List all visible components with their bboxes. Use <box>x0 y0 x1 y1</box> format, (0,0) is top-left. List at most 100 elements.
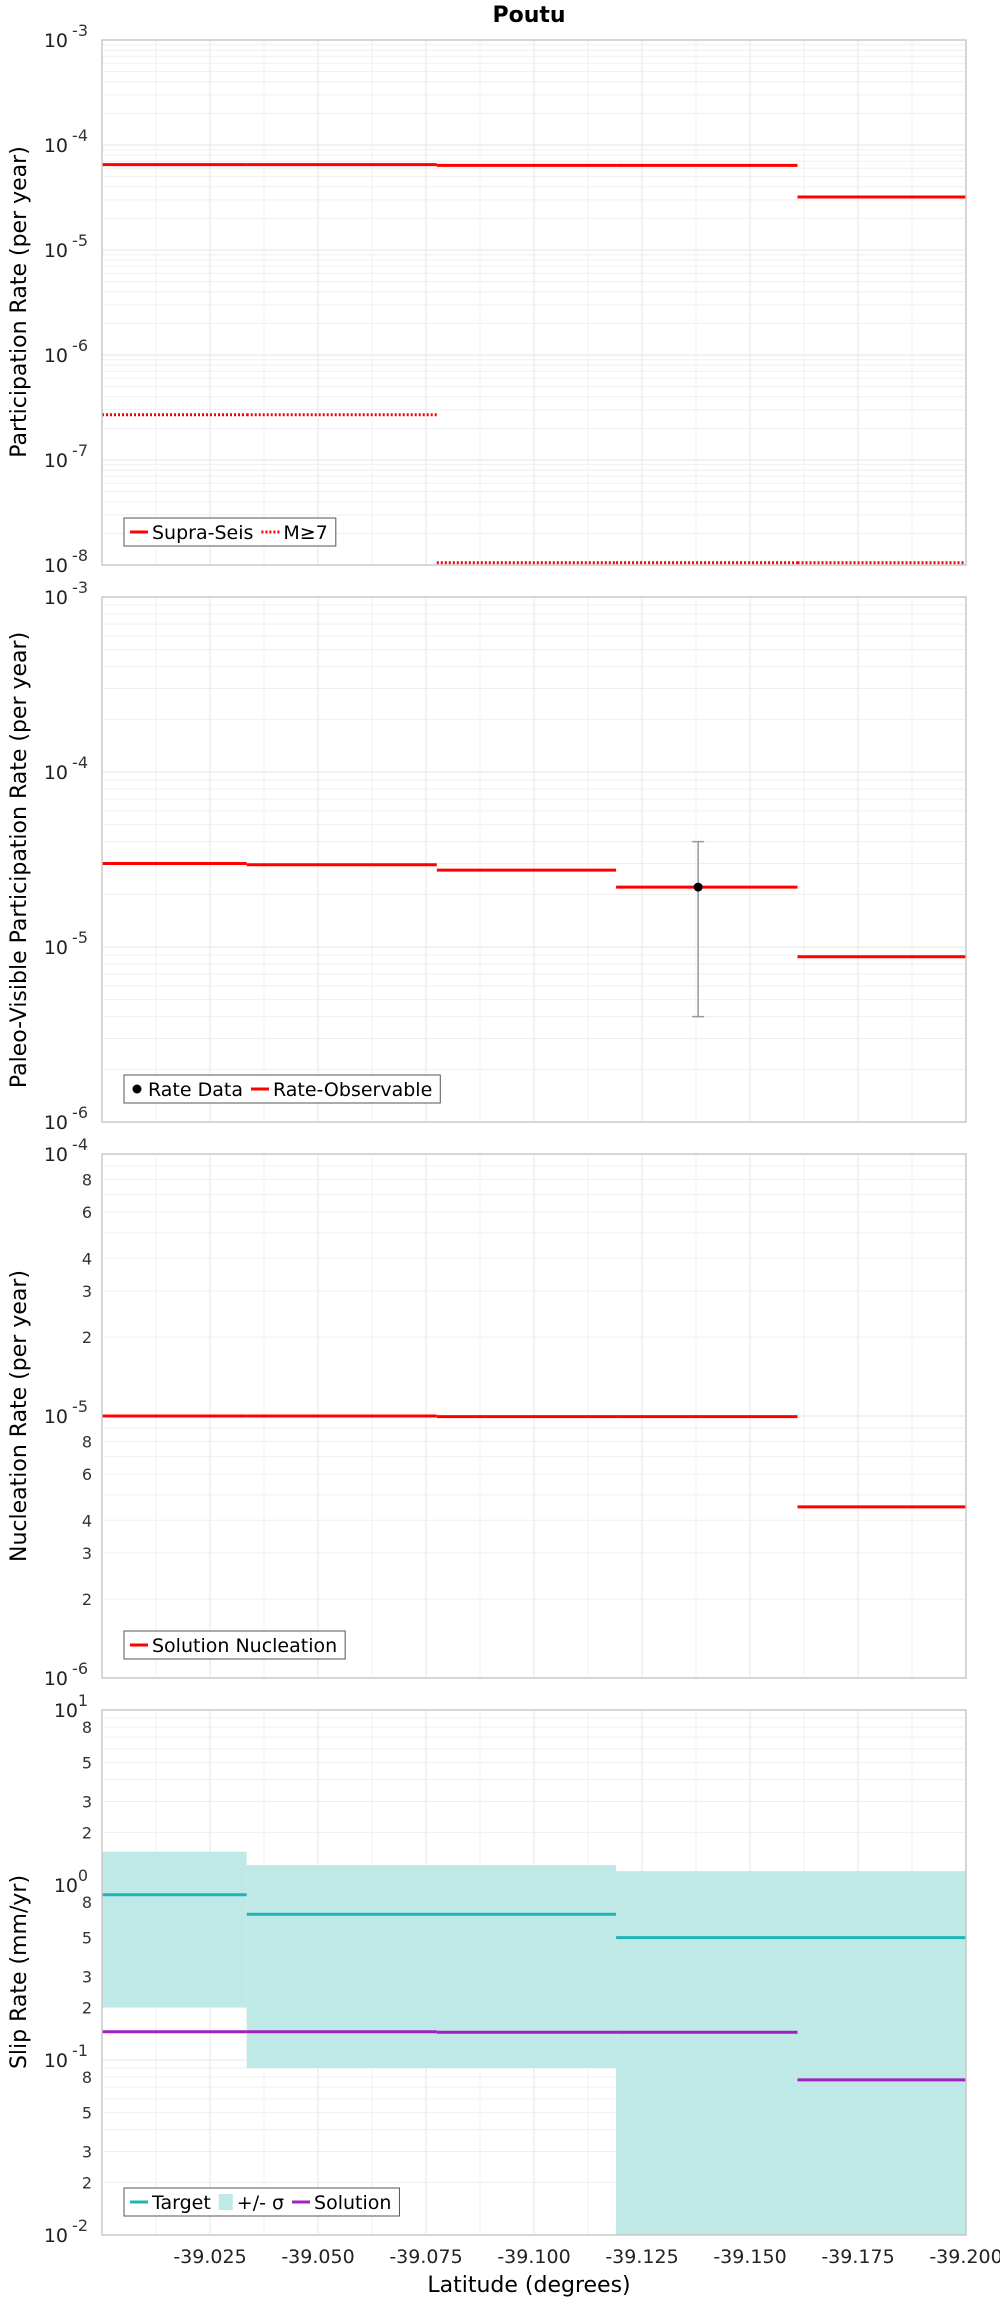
legend-label: Rate Data <box>148 1079 243 1101</box>
y-axis-label: Participation Rate (per year) <box>7 146 32 458</box>
y-tick-exponent: -5 <box>72 231 88 250</box>
y-tick-exponent: -3 <box>72 21 88 40</box>
y-tick-label: 10 <box>44 2225 68 2247</box>
y-tick-label: 10 <box>44 450 68 472</box>
x-tick-label: -39.200 <box>929 2246 1000 2268</box>
data-point <box>693 882 703 892</box>
y-tick-label: 10 <box>44 762 68 784</box>
series-target <box>102 1893 966 1940</box>
legend: Target +/- σ Solution <box>123 2187 400 2217</box>
legend-swatch <box>218 2194 233 2210</box>
sigma-band-segment <box>246 1865 617 2069</box>
legend-label: Solution <box>314 2192 391 2214</box>
y-tick-label: 10 <box>44 240 68 262</box>
y-tick-label: 2 <box>82 1823 92 1842</box>
grid <box>102 596 967 1123</box>
sigma-band-segment <box>102 1851 247 2008</box>
y-tick-label: 5 <box>82 2104 92 2123</box>
series-solution <box>102 2030 966 2082</box>
y-tick-label: 10 <box>54 1875 78 1897</box>
y-tick-label: 2 <box>82 1998 92 2017</box>
y-tick-exponent: -3 <box>72 578 88 597</box>
y-tick-label: 2 <box>82 2173 92 2192</box>
y-tick-exponent: -1 <box>72 2041 88 2060</box>
y-tick-exponent: -6 <box>72 1659 88 1678</box>
legend-swatch <box>132 1084 142 1094</box>
y-tick-label: 3 <box>82 1968 92 1987</box>
legend-label: Supra-Seis <box>152 522 253 544</box>
plot-frame <box>101 39 967 566</box>
x-tick-label: -39.175 <box>821 2246 894 2268</box>
x-tick-label: -39.025 <box>173 2246 246 2268</box>
series-solution-nucleation <box>102 1414 966 1509</box>
y-tick-label: 2 <box>82 1328 92 1347</box>
plot-frame <box>101 1709 967 2236</box>
legend: Solution Nucleation <box>123 1630 346 1660</box>
x-tick-label: -39.125 <box>605 2246 678 2268</box>
y-tick-label: 8 <box>82 1170 92 1189</box>
y-tick-label: 10 <box>44 1112 68 1134</box>
x-tick-label: -39.100 <box>497 2246 570 2268</box>
y-tick-exponent: -6 <box>72 1103 88 1122</box>
y-tick-label: 2 <box>82 1590 92 1609</box>
legend-label: M≥7 <box>283 522 327 544</box>
y-tick-label: 10 <box>44 345 68 367</box>
series-m-7 <box>102 413 966 565</box>
y-tick-label: 10 <box>54 1700 78 1722</box>
y-tick-exponent: -7 <box>72 441 88 460</box>
y-tick-label: 3 <box>82 2143 92 2162</box>
y-tick-label: 10 <box>44 2050 68 2072</box>
grid <box>102 1153 967 1679</box>
legend-label: Rate-Observable <box>273 1079 432 1101</box>
y-tick-labels: 10-610-510-410-3 <box>44 578 88 1134</box>
y-tick-label: 8 <box>82 1718 92 1737</box>
grid <box>102 39 967 566</box>
y-tick-label: 3 <box>82 1544 92 1563</box>
y-tick-label: 10 <box>44 135 68 157</box>
x-axis-label: Latitude (degrees) <box>427 2273 630 2298</box>
y-tick-exponent: -4 <box>72 1135 88 1154</box>
sigma-band <box>102 1851 966 2235</box>
y-tick-label: 10 <box>44 30 68 52</box>
y-tick-label: 10 <box>44 1668 68 1690</box>
y-tick-label: 10 <box>44 587 68 609</box>
y-tick-label: 10 <box>44 1144 68 1166</box>
series-supra-seis <box>102 163 966 199</box>
y-tick-label: 3 <box>82 1282 92 1301</box>
y-tick-exponent: -8 <box>72 546 88 565</box>
y-tick-label: 10 <box>44 937 68 959</box>
rate-data-point <box>692 840 705 1018</box>
y-tick-label: 5 <box>82 1754 92 1773</box>
legend-label: Solution Nucleation <box>152 1635 337 1657</box>
legend-label: Target <box>151 2192 211 2214</box>
y-tick-label: 8 <box>82 2068 92 2087</box>
y-tick-label: 3 <box>82 1793 92 1812</box>
y-tick-exponent: -5 <box>72 928 88 947</box>
y-tick-exponent: -5 <box>72 1397 88 1416</box>
y-tick-exponent: -4 <box>72 126 88 145</box>
x-tick-label: -39.050 <box>281 2246 354 2268</box>
y-tick-exponent: -6 <box>72 336 88 355</box>
y-axis-label: Nucleation Rate (per year) <box>7 1270 32 1562</box>
legend-box <box>123 517 337 547</box>
y-tick-label: 8 <box>82 1432 92 1451</box>
chart-title: Poutu <box>492 3 565 28</box>
series-rate-observable <box>102 862 966 959</box>
legend-label: +/- σ <box>237 2192 284 2214</box>
x-tick-labels: -39.025 -39.050 -39.075 -39.100 -39.125 -39.1… <box>173 2246 1000 2268</box>
plot-frame <box>101 596 967 1123</box>
y-axis-label: Slip Rate (mm/yr) <box>7 1875 32 2069</box>
x-tick-label: -39.075 <box>389 2246 462 2268</box>
y-tick-label: 5 <box>82 1929 92 1948</box>
y-tick-label: 6 <box>82 1203 92 1222</box>
y-tick-label: 10 <box>44 1406 68 1428</box>
y-tick-exponent: 0 <box>78 1866 88 1885</box>
